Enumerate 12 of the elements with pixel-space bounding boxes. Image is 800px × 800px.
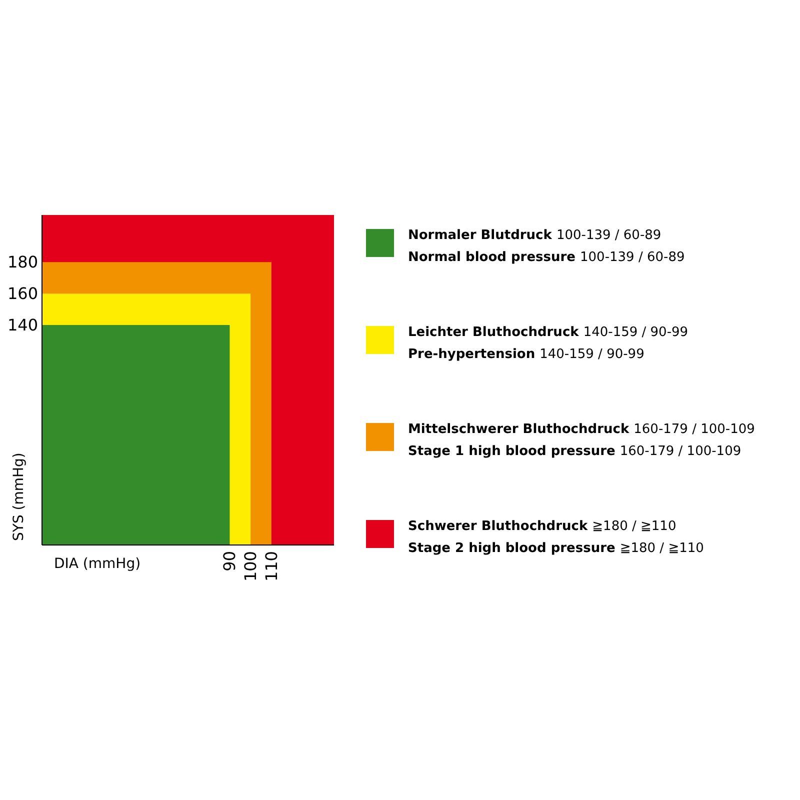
y-tick-label: 160 bbox=[7, 284, 38, 304]
x-tick-label: 100 bbox=[241, 551, 260, 582]
y-axis-title: SYS (mmHg) bbox=[11, 452, 27, 541]
y-tick-label: 140 bbox=[7, 316, 38, 334]
legend-label: Normaler Blutdruck 100-139 / 60-89 Normal blood pressure 100-139 / 60-89 bbox=[408, 228, 685, 265]
y-tick-label: 180 bbox=[7, 252, 38, 272]
x-tick-label: 90 bbox=[220, 551, 240, 572]
x-axis-title: DIA (mmHg) bbox=[54, 556, 141, 572]
x-tick-label: 110 bbox=[262, 551, 281, 582]
text: Leichter Bluthochdruck 140-159 / 90-99 Pre-hypertension 140-159 / 90-99 bbox=[408, 325, 688, 362]
legend-label: Schwerer Bluthochdruck ≧180 / ≧110 Stage 2 high blood pressure ≧180 / ≧110 bbox=[408, 519, 704, 556]
text: Mittelschwerer Bluthochdruck 160-179 / 100-109 Stage 1 high blood pressure 160-179 / 100-109 bbox=[408, 422, 755, 459]
